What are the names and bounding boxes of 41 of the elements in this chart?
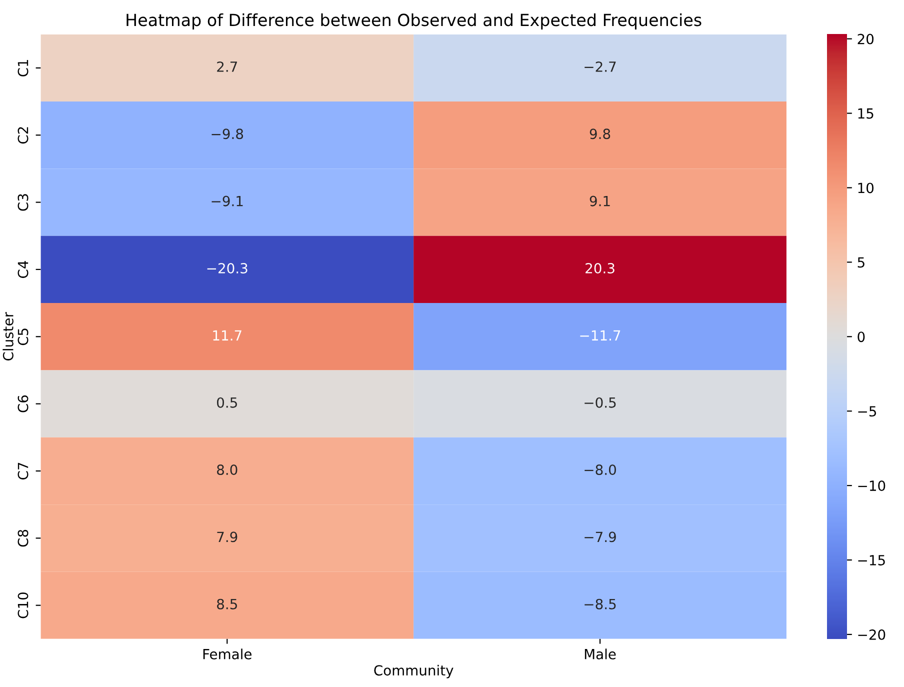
- data-label: 9.8: [590, 128, 610, 140]
- y-tick-label: C2: [18, 127, 28, 144]
- color-bar-label: 15: [858, 108, 874, 119]
- data-label: 2.7: [217, 61, 237, 72]
- color-bar-label: −5: [858, 406, 876, 417]
- data-label: −9.1: [212, 196, 243, 206]
- color-bar-label: 10: [858, 182, 874, 194]
- chart-title: Heatmap of Difference between Observed and Expected Frequencies: [126, 13, 702, 30]
- y-tick-label: C1: [18, 60, 28, 76]
- y-tick-label: C5: [18, 328, 28, 346]
- y-tick-label: C6: [18, 395, 28, 412]
- x-axis-title: Community: [374, 664, 454, 678]
- data-label: 20.3: [586, 262, 614, 274]
- data-label: −2.7: [584, 61, 616, 72]
- y-tick-label: C7: [18, 462, 28, 480]
- y-tick-label: C3: [18, 194, 28, 211]
- x-tick-label: Female: [203, 648, 252, 660]
- y-axis-title: Cluster: [2, 312, 14, 360]
- data-label: 0.5: [217, 397, 237, 408]
- data-label: −8.0: [584, 464, 616, 476]
- data-label: −7.9: [584, 532, 616, 542]
- data-label: −9.8: [212, 128, 244, 140]
- data-label: 8.0: [217, 464, 238, 476]
- data-label: −0.5: [584, 397, 616, 408]
- color-bar-label: −20: [858, 629, 886, 640]
- color-bar-label: 20: [858, 34, 874, 44]
- y-tick-label: C10: [18, 592, 28, 618]
- color-bar-label: 0: [858, 332, 865, 342]
- y-tick-label: C8: [18, 530, 28, 547]
- x-tick-label: Male: [584, 648, 616, 660]
- data-label: −20.3: [207, 262, 248, 274]
- data-label: 7.9: [217, 532, 238, 542]
- color-bar-label: −10: [858, 480, 886, 492]
- color-bar-label: 5: [858, 257, 864, 268]
- data-label: −11.7: [580, 330, 620, 340]
- data-label: −8.5: [584, 598, 616, 610]
- data-label: 11.7: [213, 330, 242, 340]
- data-label: 9.1: [590, 196, 610, 206]
- data-label: 8.5: [217, 598, 237, 610]
- y-tick-label: C4: [18, 260, 28, 278]
- color-bar-label: −15: [858, 555, 885, 566]
